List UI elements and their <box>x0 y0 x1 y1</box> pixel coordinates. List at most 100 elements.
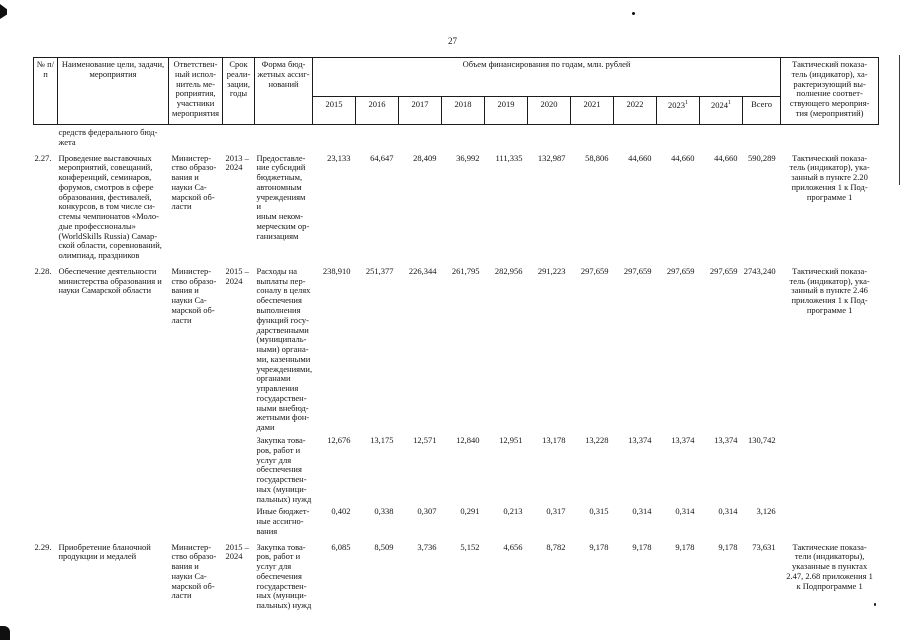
header-name: Наименование цели, задачи, мероприятия <box>57 57 169 125</box>
value-cell: 13,374 <box>714 434 738 445</box>
value-cell: 0,307 <box>417 506 437 517</box>
value-cell: 282,956 <box>494 265 523 276</box>
value-cell: 12,676 <box>327 434 351 445</box>
value-cell: 590,289 <box>747 152 776 163</box>
value-cell: 0,402 <box>331 506 351 517</box>
value-cell: 132,987 <box>537 152 566 163</box>
value-cell: 12,840 <box>456 434 480 445</box>
value-cell: 36,992 <box>456 152 480 163</box>
budget-form: Предоставле- ние субсидий бюджетным, авт… <box>256 152 310 241</box>
year-column-header: 2015 <box>312 96 356 125</box>
value-cell: 238,910 <box>322 265 351 276</box>
value-cell: 12,571 <box>413 434 437 445</box>
value-cell: 44,660 <box>671 152 695 163</box>
value-cell: 0,314 <box>718 506 738 517</box>
value-cell: 44,660 <box>628 152 652 163</box>
value-cell: 297,659 <box>709 265 738 276</box>
row-number: 2.28. <box>34 265 52 276</box>
value-cell: 0,315 <box>589 506 609 517</box>
value-cell: 58,806 <box>585 152 609 163</box>
value-cell: 0,213 <box>503 506 523 517</box>
value-cell: 3,736 <box>417 541 437 552</box>
year-column-header: 2021 <box>570 96 614 125</box>
footnote-mark: 1 <box>685 100 688 106</box>
value-cell: 0,291 <box>460 506 480 517</box>
period: 2015 – 2024 <box>225 265 249 286</box>
table-subrow: Иные бюджет- ные ассигно- вания 0,402 0,3… <box>34 504 879 536</box>
value-cell: 13,178 <box>542 434 566 445</box>
scan-artifact <box>632 12 635 15</box>
table-header: № п/п Наименование цели, задачи, меропри… <box>33 57 880 125</box>
budget-form: Расходы на выплаты пер- соналу в целях о… <box>256 265 313 433</box>
year-label: 2024 <box>711 99 728 110</box>
header-form: Форма бюд- жетных ассиг- нований <box>254 57 313 125</box>
table-row: 2.28. Обеспечение деятельности министерс… <box>34 261 879 433</box>
carryover-text: средств федерального бюд- жета <box>58 127 158 147</box>
year-label: 2023 <box>668 99 685 110</box>
header-finance-group: Объем финансирования по годам, млн. рубл… <box>311 57 782 97</box>
value-cell: 13,175 <box>370 434 394 445</box>
value-cell: 0,338 <box>374 506 394 517</box>
row-number: 2.27. <box>34 152 52 163</box>
value-cell: 111,335 <box>495 152 523 163</box>
value-cell: 297,659 <box>623 265 652 276</box>
table-row: 2.27. Проведение выставочных мероприятий… <box>34 148 879 261</box>
scan-artifact <box>874 603 876 606</box>
footnote-mark: 1 <box>728 100 731 106</box>
value-cell: 251,377 <box>365 265 394 276</box>
value-cell: 9,178 <box>718 541 738 552</box>
period: 2013 – 2024 <box>225 152 249 173</box>
value-cell: 0,317 <box>546 506 566 517</box>
financing-table: № п/п Наименование цели, задачи, меропри… <box>33 57 880 611</box>
header-indicator: Тактический показа- тель (индикатор), ха… <box>780 57 880 125</box>
value-cell: 297,659 <box>666 265 695 276</box>
indicator: Тактический показа- тель (индикатор), ук… <box>789 265 870 316</box>
value-cell: 3,126 <box>756 506 776 517</box>
scan-artifact <box>0 626 10 640</box>
measure-name: Приобретение бланочной продукции и медал… <box>58 541 151 562</box>
value-cell: 2743,240 <box>743 265 776 276</box>
scan-artifact <box>899 55 900 185</box>
header-num: № п/п <box>33 57 58 125</box>
value-cell: 13,374 <box>671 434 695 445</box>
header-period: Срок реали- зации, годы <box>222 57 255 125</box>
value-cell: 44,660 <box>714 152 738 163</box>
year-column-header: 2017 <box>398 96 442 125</box>
value-cell: 226,344 <box>408 265 437 276</box>
table-row-carryover: средств федерального бюд- жета <box>34 125 879 148</box>
value-cell: 291,223 <box>537 265 566 276</box>
budget-form: Закупка това- ров, работ и услуг для обе… <box>256 541 312 611</box>
value-cell: 4,656 <box>503 541 523 552</box>
value-cell: 5,152 <box>460 541 480 552</box>
value-cell: 6,085 <box>331 541 351 552</box>
value-cell: 8,509 <box>374 541 394 552</box>
measure-name: Обеспечение деятельности министерства об… <box>58 265 162 296</box>
table-subrow: Закупка това- ров, работ и услуг для обе… <box>34 433 879 504</box>
indicator: Тактические показа- тели (индикаторы), у… <box>786 541 873 591</box>
executor: Министер- ство образо- вания и науки Са-… <box>171 265 217 325</box>
value-cell: 0,314 <box>632 506 652 517</box>
value-cell: 73,631 <box>752 541 776 552</box>
header-executor: Ответствен- ный испол- нитель ме- роприя… <box>168 57 223 125</box>
year-column-header: 2020 <box>527 96 571 125</box>
scan-artifact <box>0 4 7 19</box>
budget-form: Закупка това- ров, работ и услуг для обе… <box>256 434 312 504</box>
year-column-header: 2018 <box>441 96 485 125</box>
value-cell: 261,795 <box>451 265 480 276</box>
executor: Министер- ство образо- вания и науки Са-… <box>171 541 217 601</box>
value-cell: 13,374 <box>628 434 652 445</box>
value-cell: 8,782 <box>546 541 566 552</box>
table-row: 2.29. Приобретение бланочной продукции и… <box>34 537 879 611</box>
budget-form: Иные бюджет- ные ассигно- вания <box>256 506 310 536</box>
total-column-header: Всего <box>741 96 782 125</box>
year-column-header: 2022 <box>613 96 657 125</box>
value-cell: 13,228 <box>585 434 609 445</box>
value-cell: 9,178 <box>632 541 652 552</box>
year-column-header: 20241 <box>699 96 743 125</box>
value-cell: 297,659 <box>580 265 609 276</box>
empty-cell <box>34 125 58 148</box>
measure-name: Проведение выставочных мероприятий, сове… <box>58 152 162 261</box>
value-cell: 9,178 <box>675 541 695 552</box>
value-cell: 9,178 <box>589 541 609 552</box>
